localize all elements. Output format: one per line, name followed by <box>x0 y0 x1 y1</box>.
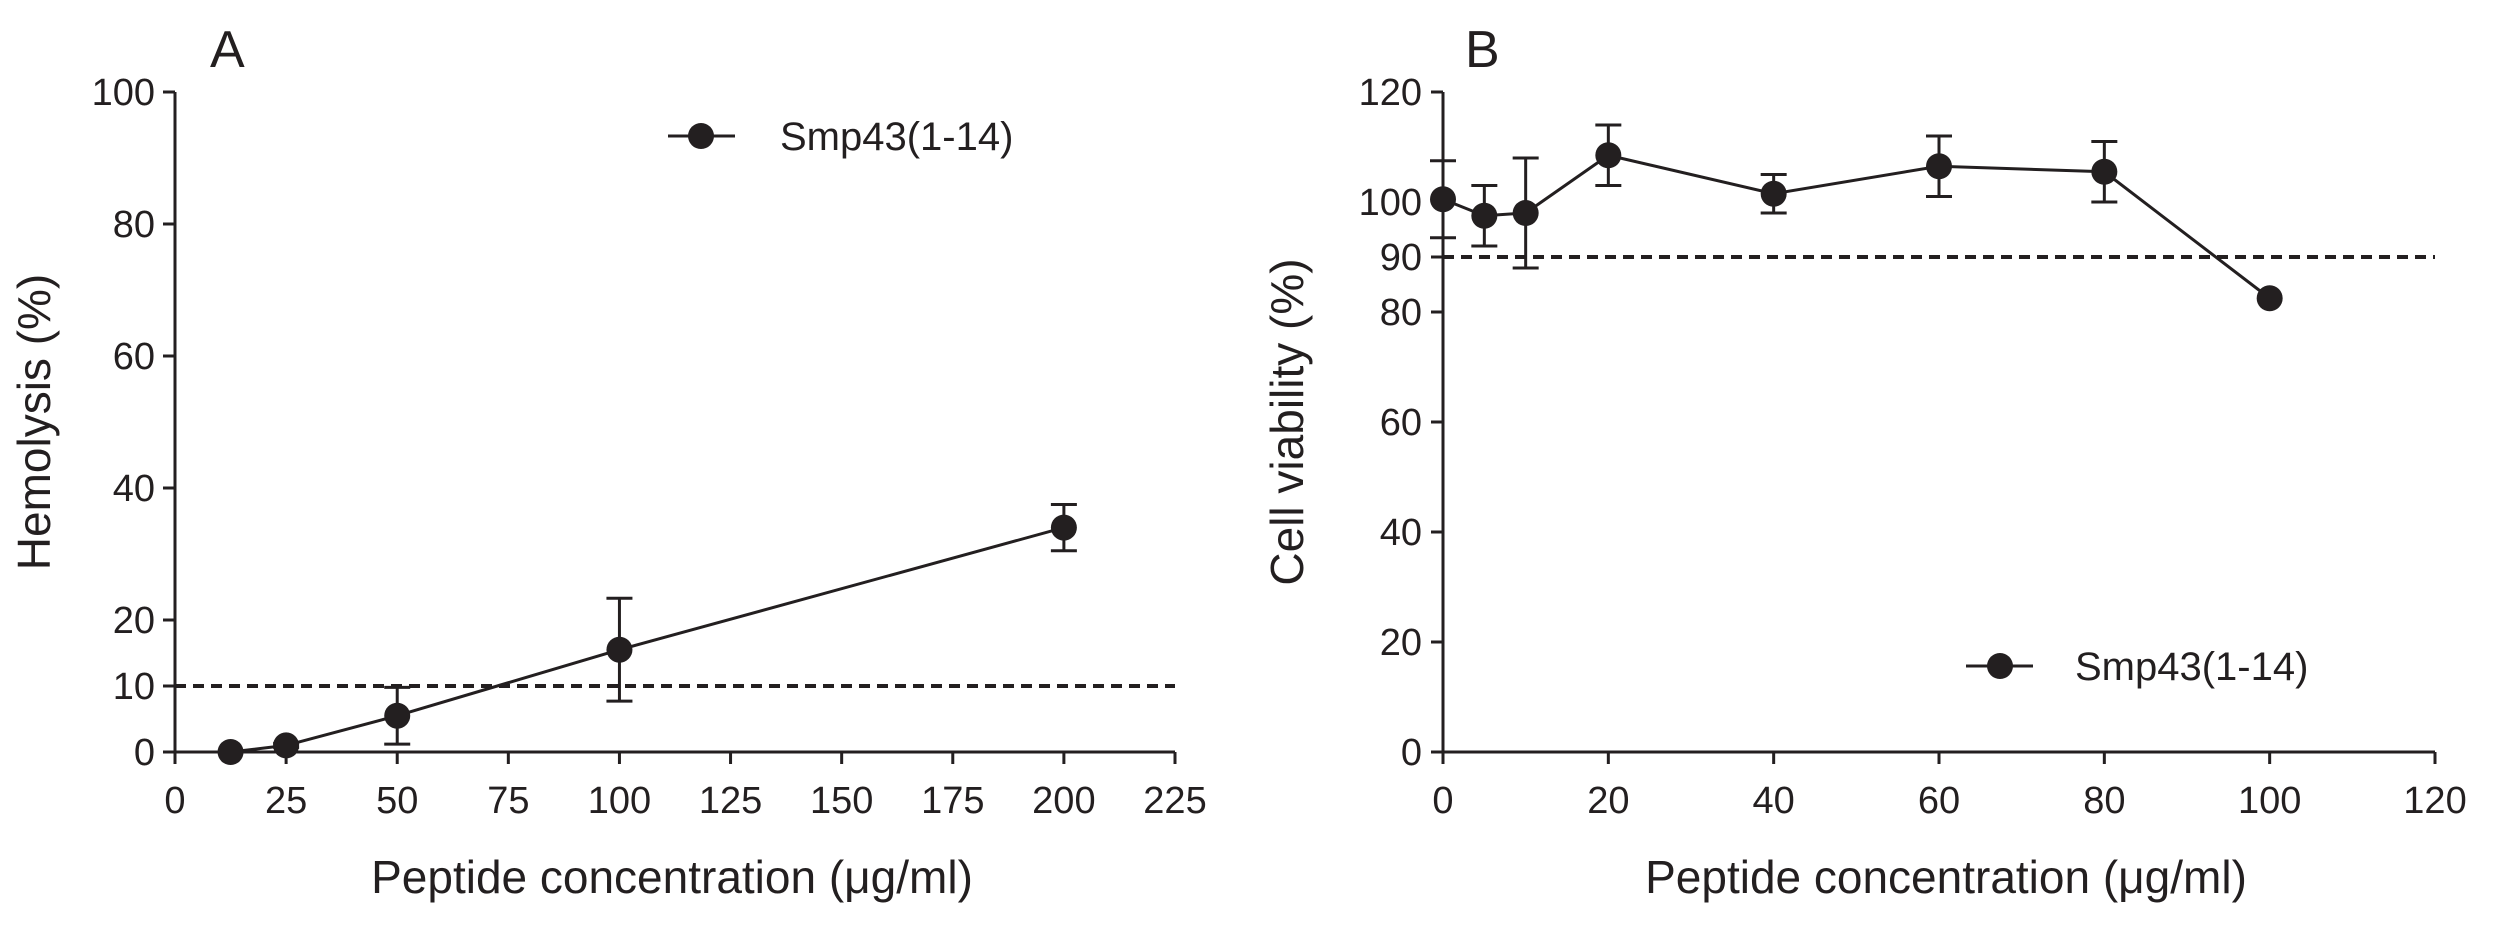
series-line <box>1442 153 2271 300</box>
x-tick-label: 120 <box>2403 780 2466 822</box>
data-point <box>1595 142 1622 169</box>
y-tick-label: 90 <box>1380 237 1422 279</box>
y-tick-label: 80 <box>1380 292 1422 334</box>
y-tick-label: 40 <box>1380 512 1422 554</box>
panel-a-hemolysis-chart: A 0 10 20 40 60 80 100 0 25 50 75 100 125 150 175 200 225… <box>8 21 1207 903</box>
x-tick-label: 40 <box>1753 780 1795 822</box>
data-point <box>1512 200 1539 226</box>
y-tick-label: 0 <box>134 732 155 774</box>
x-tick-label: 0 <box>164 780 185 822</box>
y-tick-label: 80 <box>113 204 155 246</box>
x-tick-label: 200 <box>1032 780 1095 822</box>
panel-label: B <box>1465 21 1500 79</box>
y-tick-label: 60 <box>113 336 155 378</box>
x-tick-label: 75 <box>487 780 529 822</box>
legend-marker <box>688 123 714 149</box>
panel-b-cell-viability-chart: B 0 20 40 60 80 90 100 120 0 20 40 60 80 100 120 Peptide… <box>1261 21 2467 903</box>
data-point <box>2256 285 2283 312</box>
x-axis-title: Peptide concentration (μg/ml) <box>371 851 973 903</box>
x-tick-label: 125 <box>699 780 762 822</box>
data-point <box>1471 202 1498 229</box>
y-tick-label: 10 <box>113 666 155 708</box>
legend-label: Smp43(1-14) <box>780 115 1013 159</box>
x-tick-label: 25 <box>265 780 307 822</box>
data-point <box>1430 186 1456 213</box>
x-tick-label: 20 <box>1587 780 1629 822</box>
data-point <box>273 732 300 759</box>
y-tick-label: 40 <box>113 468 155 510</box>
legend-marker <box>1987 653 2013 679</box>
y-tick-label: 0 <box>1401 732 1422 774</box>
x-tick-label: 225 <box>1143 780 1206 822</box>
x-tick-label: 100 <box>588 780 651 822</box>
x-tick-label: 175 <box>921 780 984 822</box>
x-tick-label: 150 <box>810 780 873 822</box>
data-point <box>2091 158 2118 185</box>
data-point <box>384 702 411 729</box>
x-axis-title: Peptide concentration (μg/ml) <box>1645 851 2247 903</box>
data-point <box>1050 514 1077 541</box>
x-tick-label: 0 <box>1432 780 1453 822</box>
series-line <box>230 526 1065 754</box>
y-axis-title: Cell viability (%) <box>1261 258 1313 585</box>
data-point <box>217 739 244 765</box>
y-tick-label: 120 <box>1359 72 1422 114</box>
y-axis-title: Hemolysis (%) <box>8 274 60 570</box>
data-point <box>606 636 633 663</box>
data-point <box>1926 153 1952 180</box>
x-tick-label: 60 <box>1918 780 1960 822</box>
y-tick-label: 20 <box>113 600 155 642</box>
legend-label: Smp43(1-14) <box>2075 645 2308 689</box>
data-point <box>1760 180 1787 207</box>
y-tick-label: 20 <box>1380 622 1422 664</box>
x-tick-label: 100 <box>2238 780 2301 822</box>
y-tick-label: 100 <box>1359 182 1422 224</box>
y-tick-label: 100 <box>92 72 155 114</box>
y-tick-label: 60 <box>1380 402 1422 444</box>
x-tick-label: 80 <box>2083 780 2125 822</box>
panel-label: A <box>210 21 245 79</box>
x-tick-label: 50 <box>376 780 418 822</box>
